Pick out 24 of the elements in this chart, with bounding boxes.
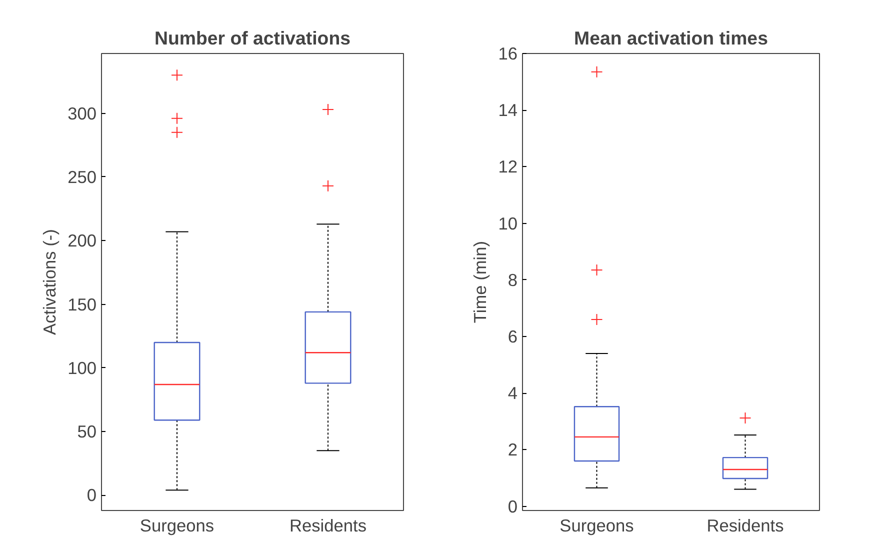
chart-title: Number of activations bbox=[154, 28, 350, 48]
y-tick-label: 300 bbox=[68, 103, 97, 124]
y-tick-label: 100 bbox=[68, 358, 97, 378]
y-tick-label: 2 bbox=[508, 440, 518, 460]
y-tick-label: 12 bbox=[498, 156, 518, 177]
y-tick-label: 14 bbox=[498, 100, 518, 120]
y-tick-label: 6 bbox=[508, 326, 518, 346]
chart-title: Mean activation times bbox=[574, 28, 768, 48]
y-axis-title: Time (min) bbox=[470, 240, 490, 324]
y-tick-label: 250 bbox=[68, 166, 97, 187]
y-tick-label: 16 bbox=[498, 44, 518, 64]
x-tick-label: Surgeons bbox=[140, 516, 214, 536]
y-tick-label: 8 bbox=[508, 270, 518, 290]
y-tick-label: 150 bbox=[68, 294, 97, 314]
y-tick-label: 10 bbox=[498, 213, 518, 234]
y-tick-label: 0 bbox=[86, 485, 97, 506]
y-axis-title: Activations (-) bbox=[40, 229, 60, 335]
x-tick-label: Surgeons bbox=[560, 516, 634, 536]
x-tick-label: Residents bbox=[706, 516, 784, 536]
y-tick-label: 0 bbox=[508, 496, 518, 516]
y-tick-label: 200 bbox=[68, 230, 97, 251]
x-tick-label: Residents bbox=[289, 516, 367, 536]
y-tick-label: 4 bbox=[508, 383, 518, 404]
y-tick-label: 50 bbox=[77, 422, 97, 442]
